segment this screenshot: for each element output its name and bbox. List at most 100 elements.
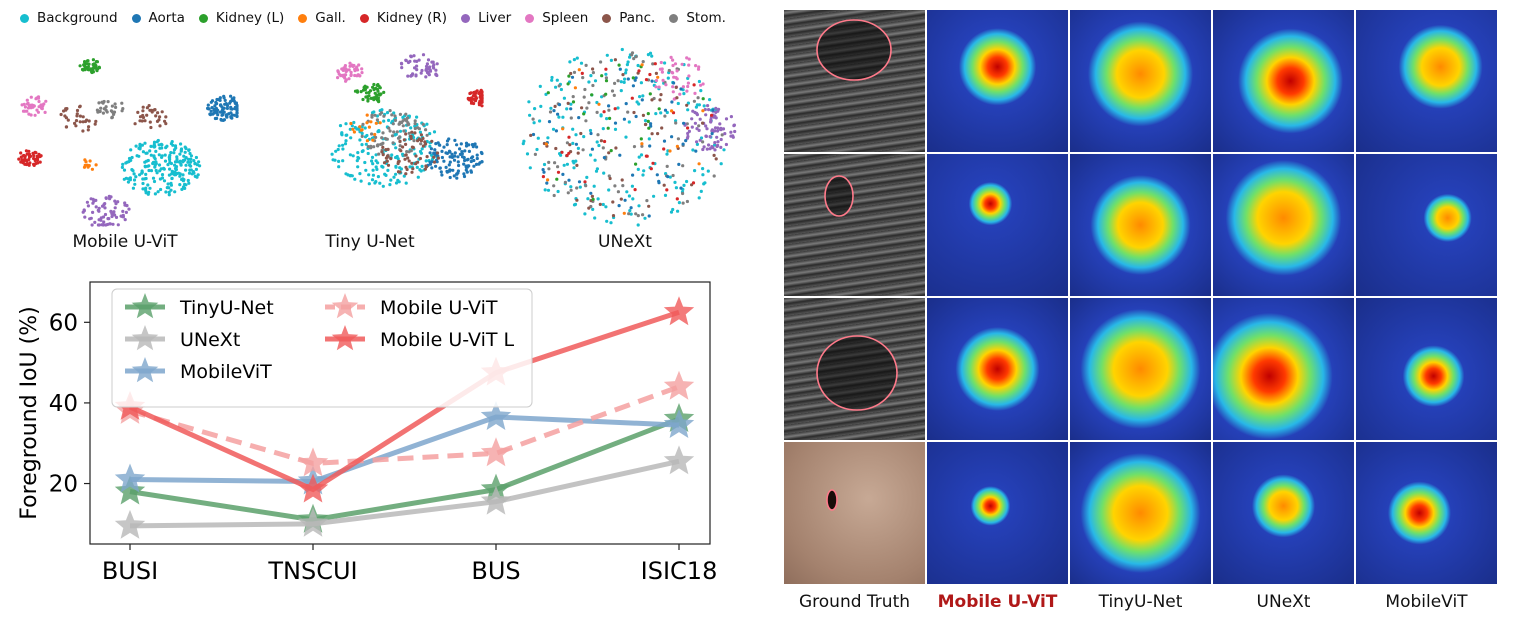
tsne-point xyxy=(373,132,377,137)
tsne-point xyxy=(134,144,138,148)
tsne-point xyxy=(678,92,682,96)
tsne-point xyxy=(229,115,233,119)
tsne-point xyxy=(662,183,666,187)
tsne-point xyxy=(576,146,580,150)
attention-heatmap xyxy=(927,10,1068,152)
attention-heatmap xyxy=(1356,298,1497,440)
tsne-point xyxy=(164,190,168,194)
tsne-point xyxy=(366,151,370,156)
tsne-point xyxy=(699,83,703,87)
tsne-point xyxy=(414,162,418,166)
tsne-point xyxy=(605,117,609,121)
tsne-point xyxy=(196,173,200,177)
tsne-point xyxy=(380,136,384,140)
tsne-point xyxy=(448,175,452,180)
tsne-point xyxy=(571,100,576,104)
tsne-point xyxy=(179,149,183,153)
tsne-point xyxy=(542,162,547,167)
tsne-point xyxy=(347,68,351,72)
tsne-point xyxy=(528,113,532,117)
tsne-point xyxy=(654,78,659,83)
tsne-point xyxy=(677,201,681,205)
tsne-point xyxy=(368,89,373,93)
tsne-point xyxy=(424,128,428,132)
tsne-point xyxy=(364,91,369,95)
tsne-point xyxy=(601,202,605,207)
tsne-point xyxy=(445,151,449,155)
tsne-point xyxy=(385,111,390,115)
series-point xyxy=(663,296,695,326)
tsne-point xyxy=(529,133,533,137)
tsne-point xyxy=(466,97,470,101)
tsne-point xyxy=(128,176,132,180)
tsne-point xyxy=(565,162,569,166)
tsne-point xyxy=(589,74,593,78)
tsne-point xyxy=(448,155,452,159)
tsne-point xyxy=(134,175,138,179)
tsne-point xyxy=(170,176,174,180)
tsne-point xyxy=(627,212,631,216)
tsne-point xyxy=(549,106,553,110)
tsne-point xyxy=(25,109,29,113)
tsne-point xyxy=(695,142,699,146)
tsne-point xyxy=(397,159,401,163)
tsne-point xyxy=(669,55,673,59)
tsne-point xyxy=(677,162,681,166)
tsne-point xyxy=(169,161,173,166)
tsne-point xyxy=(187,181,191,185)
tsne-point xyxy=(637,204,641,208)
tsne-point xyxy=(155,171,159,175)
tsne-point xyxy=(361,149,365,153)
tsne-point xyxy=(370,159,374,163)
tsne-point xyxy=(406,74,410,78)
tsne-point xyxy=(589,131,593,136)
tsne-point xyxy=(370,155,375,159)
tsne-point xyxy=(356,73,361,77)
tsne-point xyxy=(158,124,162,128)
tsne-point xyxy=(546,188,551,192)
tsne-point xyxy=(681,85,685,89)
tsne-point xyxy=(545,181,549,185)
tsne-point xyxy=(569,116,573,120)
tsne-point xyxy=(141,105,145,109)
tsne-legend-item: Aorta xyxy=(131,10,185,26)
tsne-point xyxy=(402,129,406,133)
tsne-point xyxy=(560,150,564,154)
tsne-point xyxy=(376,130,380,134)
tsne-point xyxy=(93,122,97,126)
tsne-point xyxy=(371,173,375,177)
attention-heatmap xyxy=(927,298,1068,440)
tsne-point xyxy=(375,118,379,122)
tsne-point xyxy=(341,147,345,151)
tsne-point xyxy=(571,141,575,145)
tsne-point xyxy=(462,174,467,179)
tsne-point xyxy=(681,191,685,196)
tsne-point xyxy=(129,148,133,152)
tsne-point xyxy=(235,114,239,118)
tsne-point xyxy=(86,204,90,208)
tsne-point xyxy=(448,160,452,164)
tsne-point xyxy=(113,206,117,210)
tsne-point xyxy=(698,117,702,121)
chart-legend: TinyU-Net UNeXt MobileViT Mobile U-ViT Mobil… xyxy=(111,288,533,408)
tsne-point xyxy=(606,126,610,130)
tsne-point xyxy=(375,83,379,87)
tsne-point xyxy=(344,68,349,72)
tsne-point xyxy=(462,172,466,176)
tsne-point xyxy=(84,160,88,164)
tsne-point xyxy=(407,159,411,163)
tsne-point xyxy=(34,97,38,101)
tsne-point xyxy=(146,183,150,187)
tsne-point xyxy=(645,154,649,158)
tsne-point xyxy=(431,64,435,68)
tsne-point xyxy=(357,156,361,160)
tsne-point xyxy=(411,167,415,171)
tsne-point xyxy=(697,124,701,128)
tsne-point xyxy=(348,61,352,65)
tsne-legend-item: Spleen xyxy=(525,10,588,26)
tsne-point xyxy=(413,122,417,126)
tsne-point xyxy=(407,131,411,135)
tsne-point xyxy=(604,79,609,83)
tsne-point xyxy=(23,105,27,109)
tsne-point xyxy=(168,167,172,171)
